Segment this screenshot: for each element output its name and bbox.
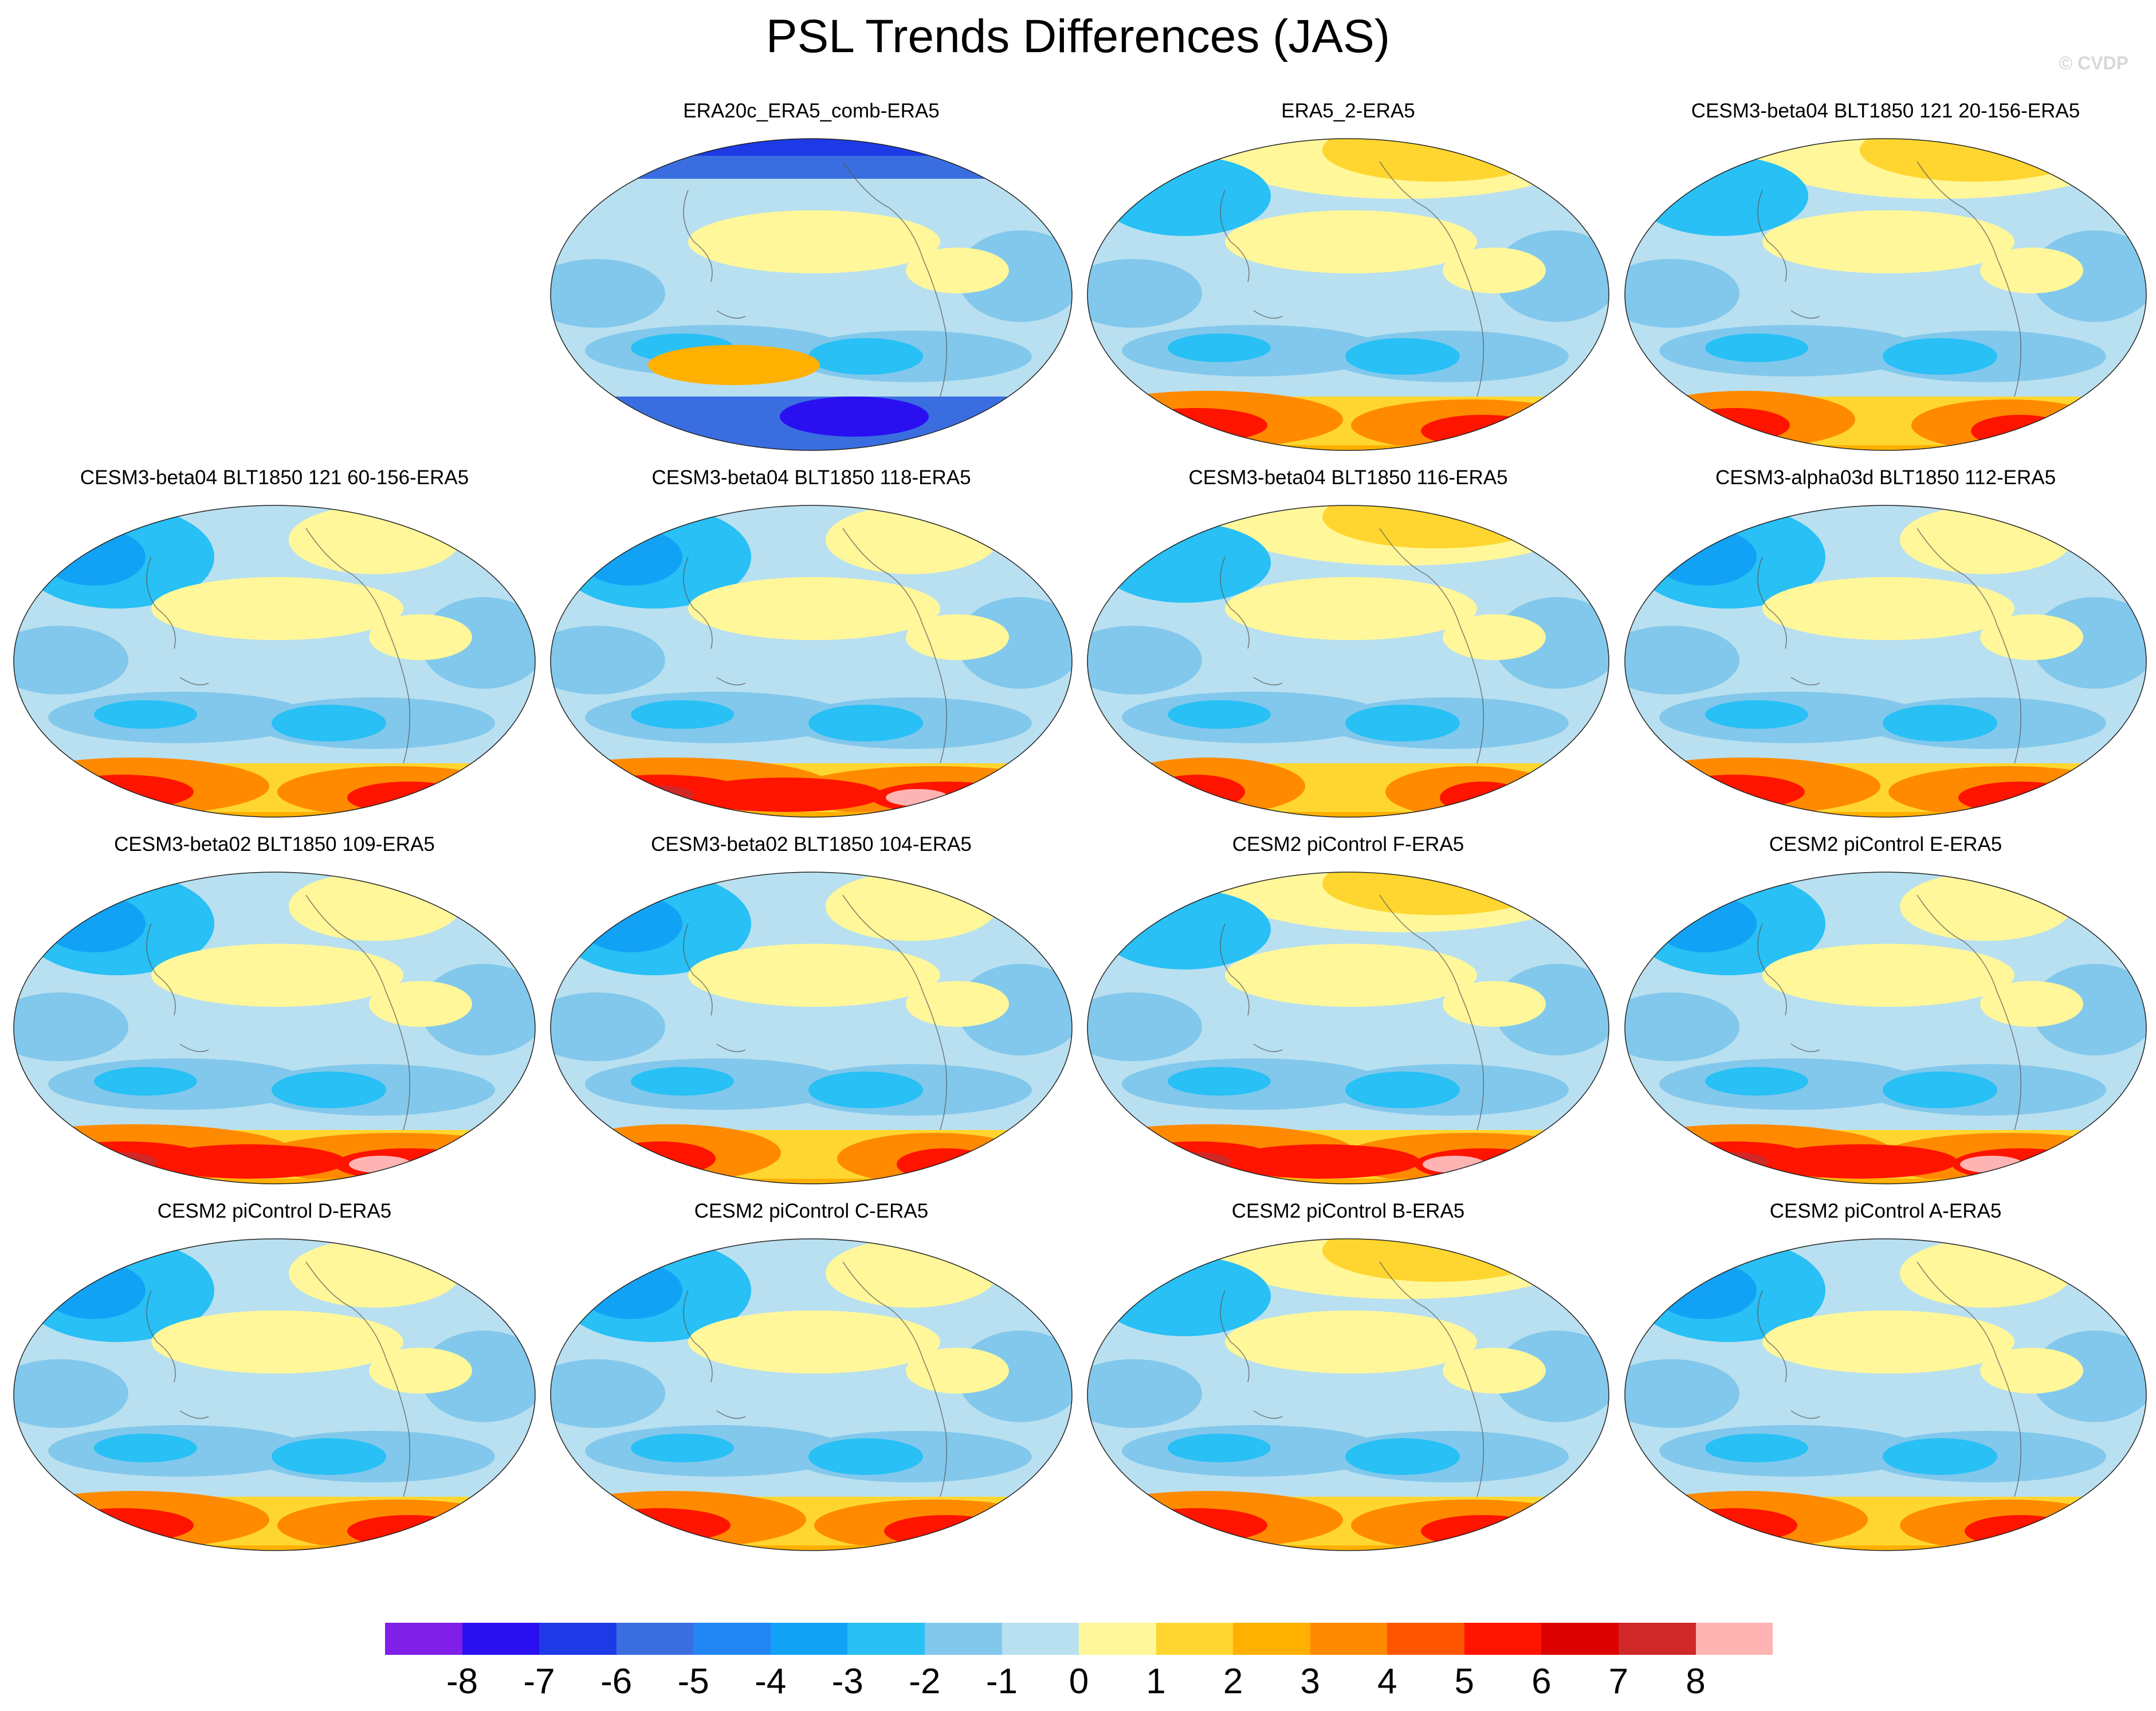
psl-map <box>550 1238 1073 1551</box>
colorbar-swatch <box>1387 1623 1464 1655</box>
colorbar-swatch <box>616 1623 694 1655</box>
colorbar-tick-label: 4 <box>1377 1662 1397 1701</box>
psl-map <box>1624 872 2147 1184</box>
colorbar-tick-label: -7 <box>523 1662 555 1701</box>
panel-title: CESM2 piControl F-ERA5 <box>1232 833 1464 856</box>
psl-map <box>1624 138 2147 451</box>
map-field <box>1087 505 1609 817</box>
colorbar-swatch <box>1619 1623 1696 1655</box>
map-panel: CESM3-alpha03d BLT1850 112-ERA5 <box>1619 465 2152 827</box>
colorbar-tick-label: -8 <box>446 1662 478 1701</box>
psl-map <box>550 505 1073 818</box>
map-field <box>1087 872 1609 1184</box>
panel-title: CESM3-beta02 BLT1850 104-ERA5 <box>651 833 972 856</box>
psl-map <box>1624 505 2147 818</box>
colorbar-swatch <box>1695 1623 1773 1655</box>
colorbar-tick-label: -5 <box>677 1662 709 1701</box>
psl-map <box>13 1238 536 1551</box>
panel-title: CESM3-alpha03d BLT1850 112-ERA5 <box>1715 466 2056 489</box>
colorbar-swatch <box>462 1623 540 1655</box>
colorbar-tick-label: 8 <box>1686 1662 1706 1701</box>
colorbar-tick-label: 2 <box>1223 1662 1243 1701</box>
panel-title: CESM3-beta04 BLT1850 116-ERA5 <box>1188 466 1508 489</box>
panel-title: CESM2 piControl A-ERA5 <box>1769 1200 2002 1222</box>
colorbar-tick-label: 3 <box>1300 1662 1320 1701</box>
psl-map <box>1087 1238 1609 1551</box>
map-panel: CESM2 piControl C-ERA5 <box>545 1199 1078 1561</box>
map-panel: CESM3-beta02 BLT1850 109-ERA5 <box>8 832 541 1194</box>
map-panel: ERA5_2-ERA5 <box>1082 99 1615 461</box>
colorbar-tick-label: -6 <box>600 1662 633 1701</box>
map-panel: CESM2 piControl B-ERA5 <box>1082 1199 1615 1561</box>
map-field <box>1625 1239 2146 1551</box>
colorbar-swatch <box>847 1623 925 1655</box>
map-field <box>14 1239 535 1551</box>
map-panel: CESM3-beta02 BLT1850 104-ERA5 <box>545 832 1078 1194</box>
credit-watermark: © CVDP <box>2059 53 2128 73</box>
map-panel: CESM2 piControl D-ERA5 <box>8 1199 541 1561</box>
colorbar-tick-label: 5 <box>1454 1662 1474 1701</box>
colorbar-tick-label: 0 <box>1069 1662 1089 1701</box>
colorbar-swatch <box>1464 1623 1542 1655</box>
colorbar-tick-label: -3 <box>831 1662 863 1701</box>
psl-map <box>1087 138 1609 451</box>
map-field <box>1625 505 2146 817</box>
psl-map <box>13 505 536 818</box>
colorbar-swatch <box>1002 1623 1079 1655</box>
panel-title: CESM2 piControl B-ERA5 <box>1231 1200 1465 1222</box>
panel-title: ERA5_2-ERA5 <box>1281 100 1415 122</box>
map-field <box>1625 139 2146 450</box>
panel-title: CESM2 piControl C-ERA5 <box>694 1200 929 1222</box>
map-panel: ERA20c_ERA5_comb-ERA5 <box>545 99 1078 461</box>
colorbar-tick-label: 6 <box>1531 1662 1552 1701</box>
psl-map <box>1087 505 1609 818</box>
colorbar-swatch <box>693 1623 771 1655</box>
colorbar-swatch <box>924 1623 1002 1655</box>
map-panel: CESM3-beta04 BLT1850 116-ERA5 <box>1082 465 1615 827</box>
psl-map <box>550 872 1073 1184</box>
colorbar-swatch <box>385 1623 462 1655</box>
map-field <box>551 872 1072 1184</box>
map-field <box>551 505 1072 817</box>
panel-title: CESM3-beta04 BLT1850 118-ERA5 <box>651 466 971 489</box>
panel-title: CESM3-beta02 BLT1850 109-ERA5 <box>114 833 435 856</box>
colorbar-tick-label: 7 <box>1608 1662 1629 1701</box>
panel-title: CESM3-beta04 BLT1850 121 60-156-ERA5 <box>80 466 469 489</box>
colorbar-legend: -8 -7 -6 -5 -4 -3 -2 -1 0 1 2 3 4 5 6 7 8 <box>385 1623 1773 1703</box>
colorbar-tick-label: 1 <box>1146 1662 1166 1701</box>
figure-title: PSL Trends Differences (JAS) <box>765 10 1391 62</box>
map-field <box>1087 1239 1609 1551</box>
panel-title: ERA20c_ERA5_comb-ERA5 <box>683 100 940 122</box>
colorbar-tick-label: -4 <box>755 1662 787 1701</box>
map-field <box>14 505 535 817</box>
map-panel: CESM2 piControl E-ERA5 <box>1619 832 2152 1194</box>
colorbar-swatch <box>1233 1623 1310 1655</box>
map-field <box>551 1239 1072 1551</box>
psl-map <box>1624 1238 2147 1551</box>
psl-map <box>13 872 536 1184</box>
colorbar-swatch <box>1541 1623 1619 1655</box>
map-field <box>14 872 535 1184</box>
colorbar-tick-label: -2 <box>909 1662 941 1701</box>
panel-title: CESM2 piControl E-ERA5 <box>1769 833 2002 856</box>
map-field <box>1087 139 1609 450</box>
map-field <box>1625 872 2146 1184</box>
map-panel: CESM3-beta04 BLT1850 121 20-156-ERA5 <box>1619 99 2152 461</box>
psl-map <box>550 138 1073 451</box>
colorbar <box>385 1623 1773 1655</box>
panel-title: CESM2 piControl D-ERA5 <box>157 1200 392 1222</box>
map-panel: CESM3-beta04 BLT1850 118-ERA5 <box>545 465 1078 827</box>
map-field <box>551 139 1072 450</box>
colorbar-swatch <box>539 1623 616 1655</box>
panel-title: CESM3-beta04 BLT1850 121 20-156-ERA5 <box>1691 100 2080 122</box>
map-panel: CESM2 piControl F-ERA5 <box>1082 832 1615 1194</box>
map-panel: CESM3-beta04 BLT1850 121 60-156-ERA5 <box>8 465 541 827</box>
colorbar-swatch <box>1156 1623 1234 1655</box>
colorbar-swatch <box>1079 1623 1156 1655</box>
colorbar-swatch <box>1310 1623 1388 1655</box>
colorbar-swatch <box>770 1623 848 1655</box>
psl-map <box>1087 872 1609 1184</box>
colorbar-tick-label: -1 <box>985 1662 1018 1701</box>
map-panel: CESM2 piControl A-ERA5 <box>1619 1199 2152 1561</box>
